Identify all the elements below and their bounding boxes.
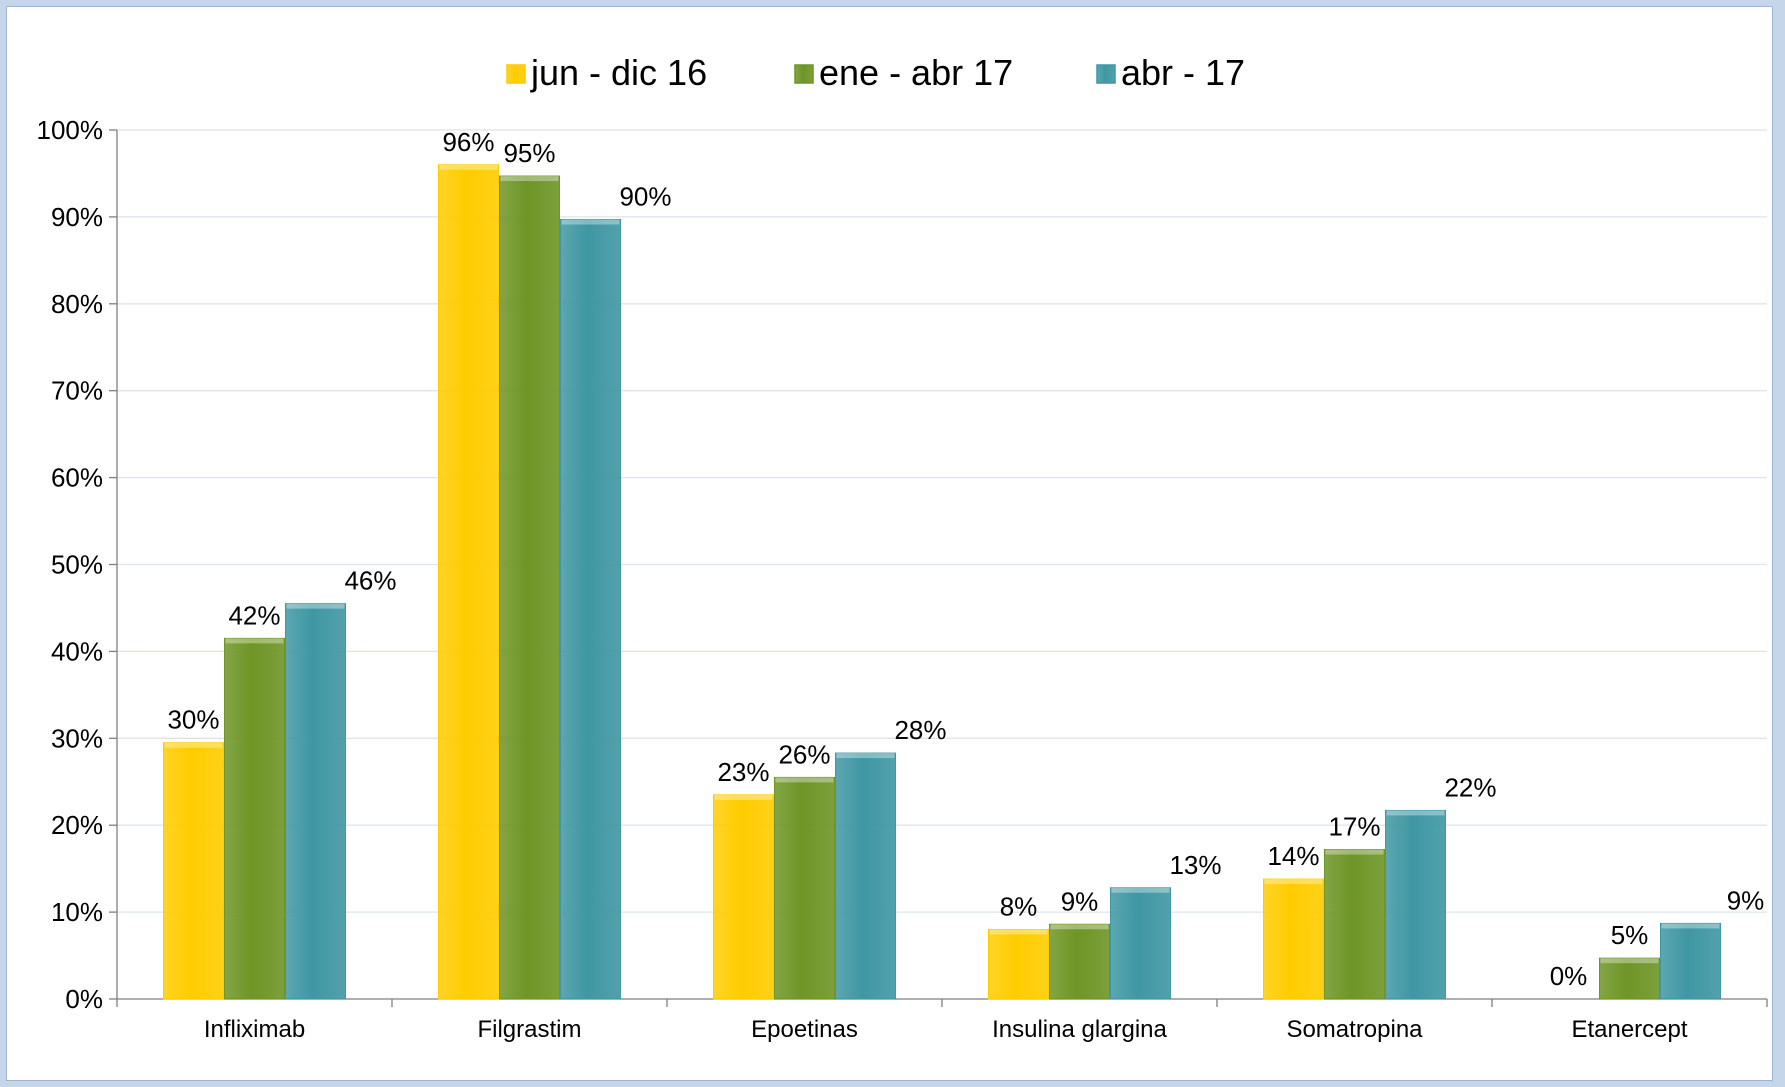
bar <box>988 928 1049 1000</box>
bar-highlight <box>1111 887 1170 893</box>
category-label: Etanercept <box>1571 1016 1687 1043</box>
y-tick-label: 30% <box>51 723 103 753</box>
category-label: Infliximab <box>204 1016 305 1043</box>
y-tick-label: 0% <box>65 984 103 1014</box>
data-label: 9% <box>1727 885 1765 915</box>
legend-swatch <box>506 64 526 84</box>
bar <box>1049 923 1110 1000</box>
y-tick-label: 100% <box>37 115 104 145</box>
data-label: 9% <box>1061 886 1099 916</box>
bar-highlight <box>164 742 223 748</box>
bar <box>1660 922 1721 1000</box>
bar-highlight <box>500 176 559 182</box>
y-tick-label: 50% <box>51 550 103 580</box>
category-label: Somatropina <box>1286 1016 1423 1043</box>
legend-label: abr - 17 <box>1121 52 1245 93</box>
x-axis: Infliximab Filgrastim Epoetinas Insulina gl… <box>116 998 1768 1043</box>
data-label: 14% <box>1267 841 1319 871</box>
bar-chart: 0% 10% 20% 30% 40% 50% 60% 70% 80% 90% 100% Inflix… <box>37 52 1768 1043</box>
data-label: 46% <box>344 566 396 596</box>
bar <box>224 637 285 1000</box>
bar-highlight <box>561 219 620 225</box>
bars <box>163 164 1721 1000</box>
legend-swatch <box>794 64 814 84</box>
data-labels: 30% 42% 46% 96% 95% 90% 23% 26% 28% 8% 9% 13% 14% 17%… <box>167 127 1764 991</box>
legend-label: jun - dic 16 <box>530 52 707 93</box>
y-tick-label: 70% <box>51 376 103 406</box>
y-axis: 0% 10% 20% 30% 40% 50% 60% 70% 80% 90% 100% <box>37 115 118 1014</box>
y-tick-label: 20% <box>51 810 103 840</box>
bar <box>1324 849 1385 1000</box>
bar-highlight <box>1050 924 1109 930</box>
category-label: Epoetinas <box>751 1016 858 1043</box>
data-label: 26% <box>778 739 830 769</box>
category-label: Filgrastim <box>477 1016 581 1043</box>
bar <box>835 752 896 1000</box>
data-label: 28% <box>894 715 946 745</box>
bar-highlight <box>836 753 895 759</box>
data-label: 13% <box>1169 850 1221 880</box>
bar <box>438 164 499 1000</box>
bar <box>1110 887 1171 1000</box>
bar <box>713 794 774 1000</box>
chart-frame: 0% 10% 20% 30% 40% 50% 60% 70% 80% 90% 100% Inflix… <box>6 6 1773 1081</box>
bar <box>560 219 621 1000</box>
legend: jun - dic 16 ene - abr 17 abr - 17 <box>506 52 1245 93</box>
category-label: Insulina glargina <box>992 1016 1167 1043</box>
bar-highlight <box>286 603 345 609</box>
bar-highlight <box>1325 849 1384 855</box>
data-label: 22% <box>1444 772 1496 802</box>
y-tick-label: 40% <box>51 636 103 666</box>
data-label: 5% <box>1611 920 1649 950</box>
y-tick-label: 80% <box>51 289 103 319</box>
bar <box>285 603 346 1000</box>
y-tick-label: 60% <box>51 463 103 493</box>
bar-highlight <box>1264 879 1323 885</box>
data-label: 30% <box>167 705 219 735</box>
y-tick-label: 90% <box>51 202 103 232</box>
data-label: 90% <box>619 182 671 212</box>
data-label: 23% <box>717 757 769 787</box>
bar-highlight <box>225 638 284 644</box>
bar-highlight <box>989 929 1048 935</box>
bar <box>1263 878 1324 1000</box>
bar-highlight <box>439 164 498 170</box>
gridlines <box>117 129 1767 913</box>
legend-swatch <box>1096 64 1116 84</box>
data-label: 95% <box>503 138 555 168</box>
bar-highlight <box>1600 958 1659 964</box>
bar <box>163 742 224 1000</box>
legend-label: ene - abr 17 <box>819 52 1013 93</box>
bar-highlight <box>1661 923 1720 929</box>
bar-highlight <box>775 777 834 783</box>
y-tick-label: 10% <box>51 897 103 927</box>
bar <box>1385 809 1446 1000</box>
bar-highlight <box>714 794 773 800</box>
data-label: 17% <box>1328 812 1380 842</box>
data-label: 8% <box>1000 891 1038 921</box>
data-label: 42% <box>228 600 280 630</box>
bar <box>1599 957 1660 1000</box>
data-label: 96% <box>442 127 494 157</box>
bar-highlight <box>1386 810 1445 816</box>
data-label: 0% <box>1550 961 1588 991</box>
bar <box>774 776 835 1000</box>
bar <box>499 175 560 1000</box>
